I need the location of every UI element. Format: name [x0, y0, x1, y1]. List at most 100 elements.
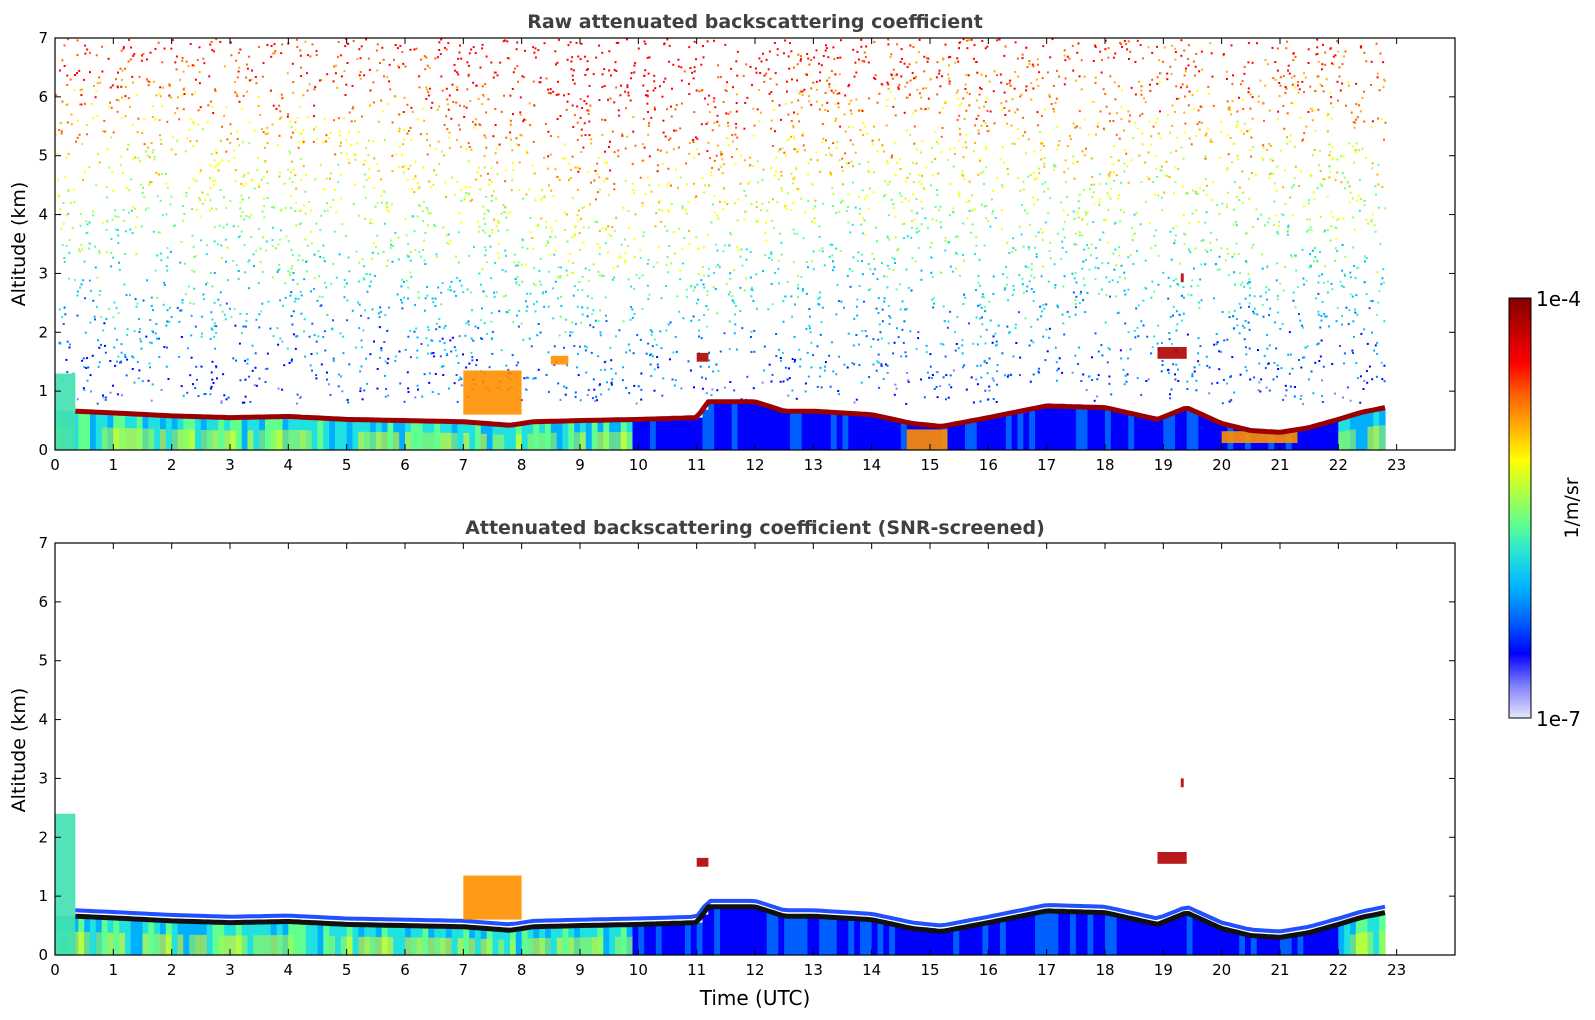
noise-point — [569, 331, 572, 334]
noise-point — [257, 156, 259, 159]
noise-point — [755, 206, 758, 209]
noise-point — [229, 307, 231, 310]
noise-point — [940, 226, 943, 229]
noise-point — [84, 102, 86, 105]
noise-point — [1277, 368, 1280, 370]
noise-point — [505, 364, 508, 367]
noise-point — [586, 295, 589, 298]
noise-point — [1162, 271, 1165, 274]
noise-point — [383, 190, 386, 193]
noise-point — [748, 165, 751, 168]
noise-point — [883, 300, 886, 303]
noise-point — [1156, 117, 1158, 120]
noise-point — [166, 256, 169, 259]
noise-point — [929, 353, 932, 356]
noise-point — [1218, 350, 1221, 353]
noise-point — [131, 355, 134, 358]
noise-point — [1261, 253, 1264, 256]
noise-point — [73, 88, 76, 91]
noise-point — [1202, 239, 1205, 242]
noise-point — [1135, 211, 1138, 214]
noise-point — [1215, 333, 1218, 336]
noise-point — [904, 308, 907, 311]
noise-point — [317, 250, 320, 253]
noise-point — [1205, 355, 1208, 358]
noise-point — [278, 134, 281, 137]
noise-point — [94, 318, 96, 321]
noise-point — [598, 156, 601, 159]
noise-point — [174, 112, 177, 115]
noise-point — [1365, 218, 1368, 221]
noise-point — [467, 64, 470, 67]
noise-point — [1289, 196, 1292, 199]
noise-point — [369, 273, 372, 276]
noise-point — [775, 156, 778, 159]
noise-point — [1020, 233, 1023, 236]
noise-point — [1075, 295, 1078, 298]
noise-point — [469, 100, 472, 102]
noise-point — [635, 273, 638, 276]
noise-point — [933, 302, 936, 305]
noise-point — [1181, 185, 1184, 188]
noise-point — [1185, 67, 1187, 70]
noise-point — [1205, 178, 1207, 180]
noise-point — [1307, 62, 1310, 64]
noise-point — [1081, 217, 1084, 220]
noise-point — [1044, 108, 1046, 111]
noise-point — [627, 244, 630, 247]
noise-point — [266, 44, 269, 46]
noise-point — [337, 163, 340, 166]
noise-point — [746, 96, 749, 99]
noise-point — [269, 89, 272, 92]
noise-point — [325, 134, 328, 137]
noise-point — [192, 383, 194, 386]
noise-point — [158, 337, 160, 340]
noise-point — [562, 157, 565, 160]
noise-point — [818, 235, 821, 238]
noise-point — [248, 287, 251, 290]
noise-point — [598, 188, 601, 191]
noise-point — [584, 349, 587, 352]
noise-point — [86, 357, 88, 360]
noise-point — [63, 44, 66, 47]
noise-point — [638, 277, 641, 280]
noise-point — [784, 366, 787, 369]
noise-point — [340, 152, 343, 155]
noise-point — [659, 85, 661, 88]
noise-point — [1169, 230, 1172, 233]
noise-point — [337, 181, 340, 184]
noise-point — [1186, 388, 1189, 390]
noise-point — [1326, 291, 1329, 294]
noise-point — [246, 67, 249, 70]
noise-point — [492, 135, 495, 138]
noise-point — [955, 252, 957, 255]
noise-point — [698, 90, 701, 93]
noise-point — [878, 92, 881, 95]
noise-point — [488, 178, 491, 181]
noise-point — [797, 188, 800, 191]
noise-point — [1314, 361, 1317, 364]
noise-point — [1279, 149, 1282, 152]
noise-point — [1105, 276, 1108, 279]
noise-point — [240, 230, 243, 233]
noise-point — [894, 383, 897, 386]
noise-point — [826, 79, 829, 82]
noise-point — [976, 71, 979, 74]
noise-point — [1112, 120, 1115, 122]
noise-point — [273, 52, 276, 55]
noise-point — [1180, 86, 1182, 89]
noise-point — [1186, 192, 1189, 195]
noise-point — [1075, 243, 1078, 246]
noise-point — [255, 318, 258, 321]
noise-point — [599, 309, 602, 312]
noise-point — [1302, 277, 1305, 280]
noise-point — [362, 185, 365, 188]
noise-point — [1090, 243, 1093, 246]
noise-point — [189, 43, 192, 45]
noise-point — [1006, 325, 1009, 328]
noise-point — [1126, 48, 1129, 51]
noise-point — [362, 163, 365, 166]
noise-point — [1319, 183, 1322, 186]
noise-point — [194, 325, 197, 328]
noise-point — [593, 388, 596, 391]
